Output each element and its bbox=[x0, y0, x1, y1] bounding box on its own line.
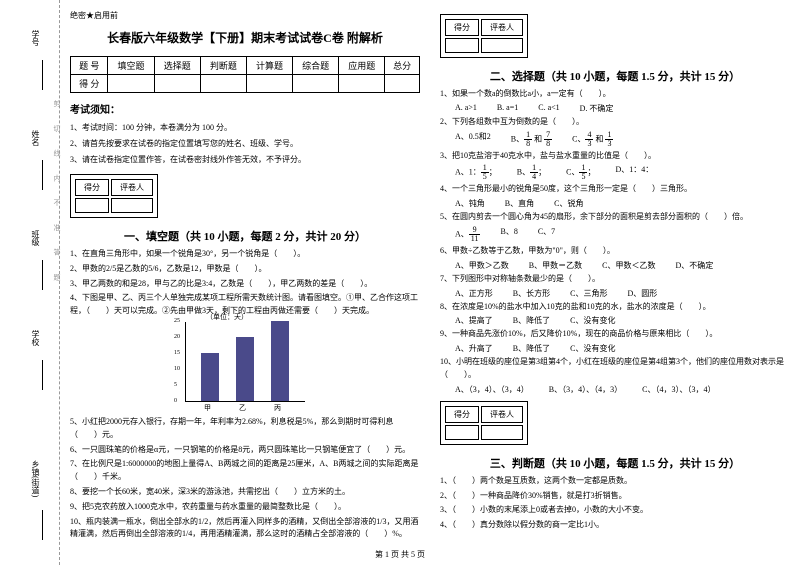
q2-3-opts: A、1：15； B、14； C、15； D、1：4： bbox=[455, 164, 790, 181]
margin-label-4: 乡镇(街道) bbox=[30, 460, 41, 497]
bar-2 bbox=[271, 321, 289, 401]
q2-6-opts: A、甲数＞乙数 B、甲数＝乙数 C、甲数＜乙数 D、不确定 bbox=[455, 260, 790, 271]
q2-1-opts: A. a>1 B. a=1 C. a<1 D. 不确定 bbox=[455, 103, 790, 114]
q2-4: 4、一个三角形最小的锐角是50度，这个三角形一定是（ ）三角形。 bbox=[440, 183, 790, 196]
section3-title: 三、判断题（共 10 小题，每题 1.5 分，共计 15 分） bbox=[440, 455, 790, 471]
score-table: 题 号 填空题 选择题 判断题 计算题 综合题 应用题 总分 得 分 bbox=[70, 56, 420, 93]
q2-9: 9、一种商品先涨价10%，后又降价10%，现在的商品价格与原来相比（ ）。 bbox=[440, 328, 790, 341]
binding-margin: 学号 姓名 班级 学校 乡镇(街道) 剪 切 线 内 不 准 答 题 bbox=[0, 0, 60, 565]
ytick-5: 25 bbox=[174, 318, 180, 324]
margin-label-0: 学号 bbox=[30, 30, 41, 46]
th-1: 填空题 bbox=[108, 57, 154, 75]
q1-10: 10、瓶内装满一瓶水，倒出全部水的1/2，然后再灌入同样多的酒精，又倒出全部溶液… bbox=[70, 516, 420, 542]
page-footer: 第 1 页 共 5 页 bbox=[0, 549, 800, 560]
bar-1 bbox=[236, 337, 254, 401]
q2-4-opts: A、钝角 B、直角 C、锐角 bbox=[455, 198, 790, 209]
page-content: 绝密★启用前 长春版六年级数学【下册】期末考试试卷C卷 附解析 题 号 填空题 … bbox=[70, 10, 790, 543]
sc3-2: 评卷人 bbox=[481, 406, 523, 423]
bar-0 bbox=[201, 353, 219, 401]
notice-1: 1、考试时间：100 分钟，本卷满分为 100 分。 bbox=[70, 122, 420, 134]
section1-title: 一、填空题（共 10 小题，每题 2 分，共计 20 分） bbox=[70, 228, 420, 244]
q1-8: 8、要挖一个长60米，宽40米，深3米的游泳池，共需挖出（ ）立方米的土。 bbox=[70, 486, 420, 499]
th-7: 总分 bbox=[385, 57, 420, 75]
ytick-0: 0 bbox=[174, 398, 177, 404]
left-column: 绝密★启用前 长春版六年级数学【下册】期末考试试卷C卷 附解析 题 号 填空题 … bbox=[70, 10, 420, 543]
margin-line bbox=[42, 360, 43, 390]
margin-line bbox=[42, 60, 43, 90]
cat-0: 甲 bbox=[204, 403, 211, 413]
margin-line bbox=[42, 160, 43, 190]
section2-title: 二、选择题（共 10 小题，每题 1.5 分，共计 15 分） bbox=[440, 68, 790, 84]
margin-line bbox=[42, 510, 43, 540]
ytick-1: 5 bbox=[174, 382, 177, 388]
th-5: 综合题 bbox=[293, 57, 339, 75]
q2-8: 8、在浓度是10%的盐水中加入10克的盐和10克的水，盐水的浓度是（ ）。 bbox=[440, 301, 790, 314]
q2-7: 7、下列图形中对称轴条数最少的是（ ）。 bbox=[440, 273, 790, 286]
q2-3: 3、把10克盐溶于40克水中，盐与盐水重量的比值是（ ）。 bbox=[440, 150, 790, 163]
q3-3: 3、（ ）小数的末尾添上0或者去掉0，小数的大小不变。 bbox=[440, 504, 790, 517]
score-row-label: 得 分 bbox=[71, 75, 108, 93]
q3-4: 4、（ ）真分数除以假分数的商一定比1小。 bbox=[440, 519, 790, 532]
q2-9-opts: A、升高了 B、降低了 C、没有变化 bbox=[455, 343, 790, 354]
q1-7: 7、在比例尺是1:6000000的地图上量得A、B两城之间的距离是25厘米，A、… bbox=[70, 458, 420, 484]
th-4: 计算题 bbox=[246, 57, 292, 75]
notice-3: 3、请在试卷指定位置作答，在试卷密封线外作答无效，不予评分。 bbox=[70, 154, 420, 166]
ytick-2: 10 bbox=[174, 366, 180, 372]
q2-5-opts: A、911 B、8 C、7 bbox=[455, 226, 790, 243]
q2-8-opts: A、提高了 B、降低了 C、没有变化 bbox=[455, 315, 790, 326]
th-0: 题 号 bbox=[71, 57, 108, 75]
section2-score-box: 得分评卷人 bbox=[440, 14, 528, 58]
notice-2: 2、请首先按要求在试卷的指定位置填写您的姓名、班级、学号。 bbox=[70, 138, 420, 150]
q1-3: 3、甲乙两数的和是28，甲与乙的比是3:4，乙数是（ ），甲乙两数的差是（ ）。 bbox=[70, 278, 420, 291]
section3-score-box: 得分评卷人 bbox=[440, 401, 528, 445]
margin-line bbox=[42, 260, 43, 290]
margin-label-2: 班级 bbox=[30, 230, 41, 246]
q2-10: 10、小明在班级的座位是第3组第4个，小红在班级的座位是第4组第3个，他们的座位… bbox=[440, 356, 790, 382]
sc-1: 得分 bbox=[75, 179, 109, 196]
q1-1: 1、在直角三角形中，如果一个锐角是30°，另一个锐角是（ ）。 bbox=[70, 248, 420, 261]
q2-7-opts: A、正方形 B、长方形 C、三角形 D、圆形 bbox=[455, 288, 790, 299]
th-3: 判断题 bbox=[200, 57, 246, 75]
bar-chart: （单位：天） 0 5 10 15 20 25 甲 乙 丙 bbox=[185, 322, 305, 402]
cat-2: 丙 bbox=[274, 403, 281, 413]
sc2-1: 得分 bbox=[445, 19, 479, 36]
q2-1: 1、如果一个数a的倒数比a小，a一定有（ ）。 bbox=[440, 88, 790, 101]
th-6: 应用题 bbox=[339, 57, 385, 75]
q2-2-opts: A、0.5和2 B、18 和 78 C、43 和 13 bbox=[455, 131, 790, 148]
margin-label-3: 学校 bbox=[30, 330, 41, 346]
q3-1: 1、（ ）两个数是互质数，这两个数一定都是质数。 bbox=[440, 475, 790, 488]
sc-2: 评卷人 bbox=[111, 179, 153, 196]
th-2: 选择题 bbox=[154, 57, 200, 75]
q3-2: 2、（ ）一种商品降价30%销售，就是打3折销售。 bbox=[440, 490, 790, 503]
notice-title: 考试须知： bbox=[70, 101, 420, 116]
ytick-4: 20 bbox=[174, 334, 180, 340]
chart-ylabel: （单位：天） bbox=[206, 312, 248, 322]
section-score-box: 得分评卷人 bbox=[70, 174, 158, 218]
right-column: 得分评卷人 二、选择题（共 10 小题，每题 1.5 分，共计 15 分） 1、… bbox=[440, 10, 790, 543]
sc2-2: 评卷人 bbox=[481, 19, 523, 36]
q1-6: 6、一只圆珠笔的价格是α元，一只钢笔的价格是8元，两只圆珠笔比一只钢笔便宜了（ … bbox=[70, 444, 420, 457]
ytick-3: 15 bbox=[174, 350, 180, 356]
q1-2: 2、甲数的2/5是乙数的5/6，乙数是12，甲数是（ ）。 bbox=[70, 263, 420, 276]
q2-2: 2、下列各组数中互为倒数的是（ ）。 bbox=[440, 116, 790, 129]
q1-9: 9、把5克农药放入1000克水中，农药重量与药水重量的最简整数比是（ ）。 bbox=[70, 501, 420, 514]
margin-label-1: 姓名 bbox=[30, 130, 41, 146]
cut-line-text: 剪 切 线 内 不 准 答 题 bbox=[52, 100, 62, 288]
sc3-1: 得分 bbox=[445, 406, 479, 423]
q2-10-opts: A、（3，4）、（3，4） B、（3，4）、（4，3） C、（4，3）、（3，4… bbox=[455, 384, 790, 395]
exam-title: 长春版六年级数学【下册】期末考试试卷C卷 附解析 bbox=[70, 29, 420, 46]
secret-label: 绝密★启用前 bbox=[70, 10, 420, 21]
q1-5: 5、小红把2000元存入银行，存期一年，年利率为2.68%，利息税是5%，那么到… bbox=[70, 416, 420, 442]
cat-1: 乙 bbox=[239, 403, 246, 413]
q2-5: 5、在圆内剪去一个圆心角为45的扇形，余下部分的面积是剪去部分面积的（ ）倍。 bbox=[440, 211, 790, 224]
q2-6: 6、甲数÷乙数等于乙数，甲数为"0"，则（ ）。 bbox=[440, 245, 790, 258]
